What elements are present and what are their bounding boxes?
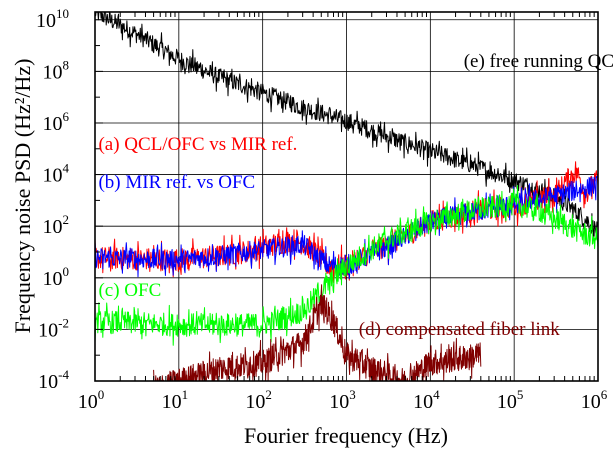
- annotation-c: (c) OFC: [98, 280, 161, 301]
- annotation-d: (d) compensated fiber link: [359, 319, 561, 340]
- annotation-e: (e) free running QCL: [464, 51, 614, 72]
- annotation-a: (a) QCL/OFC vs MIR ref.: [98, 134, 297, 155]
- x-axis-title: Fourier frequency (Hz): [244, 423, 448, 448]
- annotation-b: (b) MIR ref. vs OFC: [98, 172, 255, 193]
- y-axis-title: Frequency noise PSD (Hz²/Hz): [10, 59, 35, 334]
